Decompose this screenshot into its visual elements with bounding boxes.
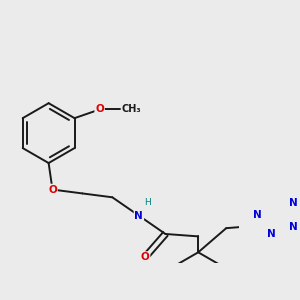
Text: CH₃: CH₃ (122, 104, 142, 115)
Text: N: N (290, 222, 298, 232)
Text: O: O (48, 184, 57, 195)
Text: H: H (144, 198, 151, 207)
Text: O: O (141, 252, 149, 262)
Text: N: N (253, 210, 262, 220)
Text: O: O (95, 104, 104, 115)
Text: N: N (134, 211, 143, 220)
Text: N: N (267, 230, 275, 239)
Text: N: N (290, 198, 298, 208)
